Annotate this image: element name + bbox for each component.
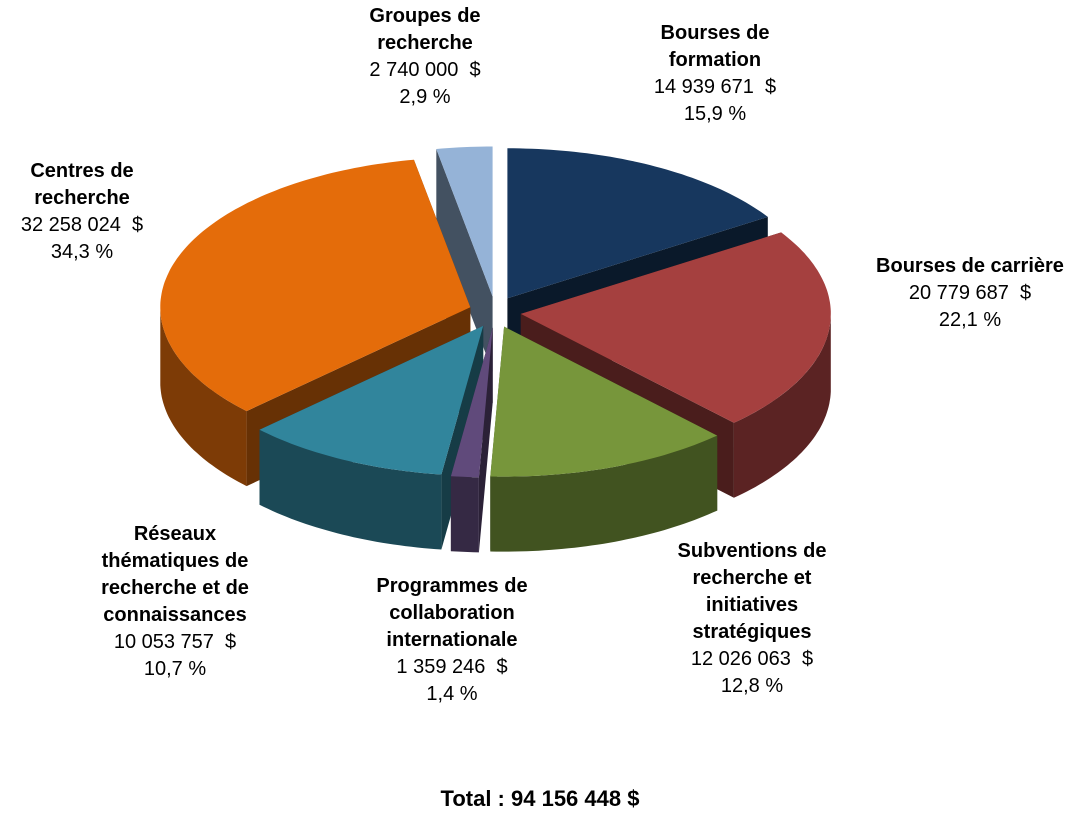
slice-side (490, 435, 718, 552)
slice (259, 325, 484, 475)
slice-side (733, 313, 831, 498)
category-label: Groupes de recherche (369, 5, 481, 54)
value-label: 14 939 671 $ (653, 76, 777, 98)
category-label: Bourses de formation (660, 22, 770, 71)
category-label: Centres de recherche (30, 160, 134, 209)
percentage-label: 12,8 % (720, 675, 784, 697)
value-label: 10 053 757 $ (113, 631, 237, 653)
value-label: 2 740 000 $ (369, 59, 481, 81)
category-label: Réseaux thématiques de recherche et de c… (101, 523, 249, 626)
value-label: 1 359 246 $ (396, 656, 508, 678)
data-label: Subventions de recherche et initiatives … (652, 538, 852, 700)
value-label: 12 026 063 $ (690, 648, 814, 670)
data-label: Programmes de collaboration internationa… (347, 573, 557, 708)
slice (450, 327, 493, 478)
data-label: Groupes de recherche 2 740 000 $ 2,9 % (340, 3, 510, 111)
slice-side (259, 429, 442, 550)
slice (436, 146, 493, 297)
data-label: Réseaux thématiques de recherche et de c… (75, 521, 275, 683)
slice-side (160, 307, 247, 487)
category-label: Bourses de carrière (876, 255, 1064, 277)
slice-side (450, 476, 479, 553)
percentage-label: 2,9 % (399, 86, 451, 108)
percentage-label: 15,9 % (683, 103, 747, 125)
slice (490, 326, 718, 477)
percentage-label: 1,4 % (426, 683, 478, 705)
category-label: Subventions de recherche et initiatives … (677, 540, 827, 643)
data-label: Centres de recherche 32 258 024 $ 34,3 % (2, 158, 162, 266)
percentage-label: 22,1 % (938, 309, 1002, 331)
total-label: Total : 94 156 448 $ (440, 786, 640, 811)
slice-side (436, 149, 493, 372)
data-label: Bourses de carrière 20 779 687 $ 22,1 % (855, 253, 1080, 334)
value-label: 20 779 687 $ (908, 282, 1032, 304)
percentage-label: 34,3 % (50, 241, 114, 263)
slice (507, 148, 768, 299)
slice (520, 232, 831, 423)
slice (160, 159, 471, 412)
percentage-label: 10,7 % (143, 658, 207, 680)
category-label: Programmes de collaboration internationa… (376, 575, 528, 651)
data-label: Bourses de formation 14 939 671 $ 15,9 % (630, 20, 800, 128)
value-label: 32 258 024 $ (20, 214, 144, 236)
